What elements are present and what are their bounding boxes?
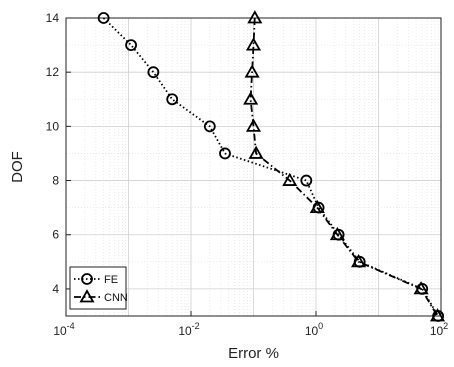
- data-point-fe: [147, 66, 160, 79]
- series-line-cnn: [249, 17, 439, 317]
- data-point-cnn: [245, 118, 262, 132]
- x-tick-label: 100: [305, 321, 323, 338]
- y-tick-label: 14: [46, 11, 60, 25]
- data-point-fe: [166, 93, 179, 106]
- axis-ticks: 10-4 10-2 100 102 4 6 8 10 12 14: [46, 11, 449, 338]
- data-point-cnn: [329, 226, 345, 241]
- data-point-cnn: [244, 64, 260, 78]
- y-tick-label: 12: [46, 65, 60, 79]
- data-point-fe: [300, 174, 313, 187]
- data-point-cnn: [351, 254, 367, 268]
- legend-label-fe: FE: [104, 274, 118, 286]
- data-point-cnn: [243, 91, 259, 105]
- legend: FE CNN: [69, 266, 128, 310]
- plot-frame: [65, 17, 442, 317]
- series-line-fe: [102, 17, 439, 317]
- data-point-cnn: [247, 10, 263, 24]
- x-tick-label: 102: [430, 321, 448, 338]
- y-axis-label: DOF: [9, 151, 26, 183]
- legend-label-cnn: CNN: [104, 292, 128, 304]
- data-point-cnn: [429, 308, 446, 322]
- y-tick-label: 10: [46, 119, 60, 133]
- data-point-fe: [97, 12, 110, 24]
- y-tick-label: 8: [52, 174, 59, 188]
- x-axis-label: Error %: [228, 345, 279, 362]
- data-point-fe: [219, 147, 231, 160]
- data-point-fe: [203, 120, 216, 133]
- data-point-cnn: [309, 199, 325, 214]
- data-point-cnn: [282, 172, 298, 186]
- series-group: [97, 10, 446, 322]
- series-fe: [97, 12, 445, 322]
- x-tick-label: 10-4: [53, 321, 74, 338]
- legend-box: [69, 266, 127, 310]
- data-point-cnn: [245, 37, 262, 51]
- y-tick-label: 4: [52, 282, 59, 296]
- series-cnn: [243, 10, 446, 322]
- data-point-fe: [125, 39, 137, 51]
- x-tick-label: 10-2: [178, 321, 199, 338]
- data-point-cnn: [248, 145, 264, 159]
- legend-marker-fe: [81, 273, 93, 285]
- y-tick-label: 6: [52, 228, 59, 242]
- legend-marker-cnn: [79, 289, 95, 303]
- data-point-cnn: [413, 281, 429, 295]
